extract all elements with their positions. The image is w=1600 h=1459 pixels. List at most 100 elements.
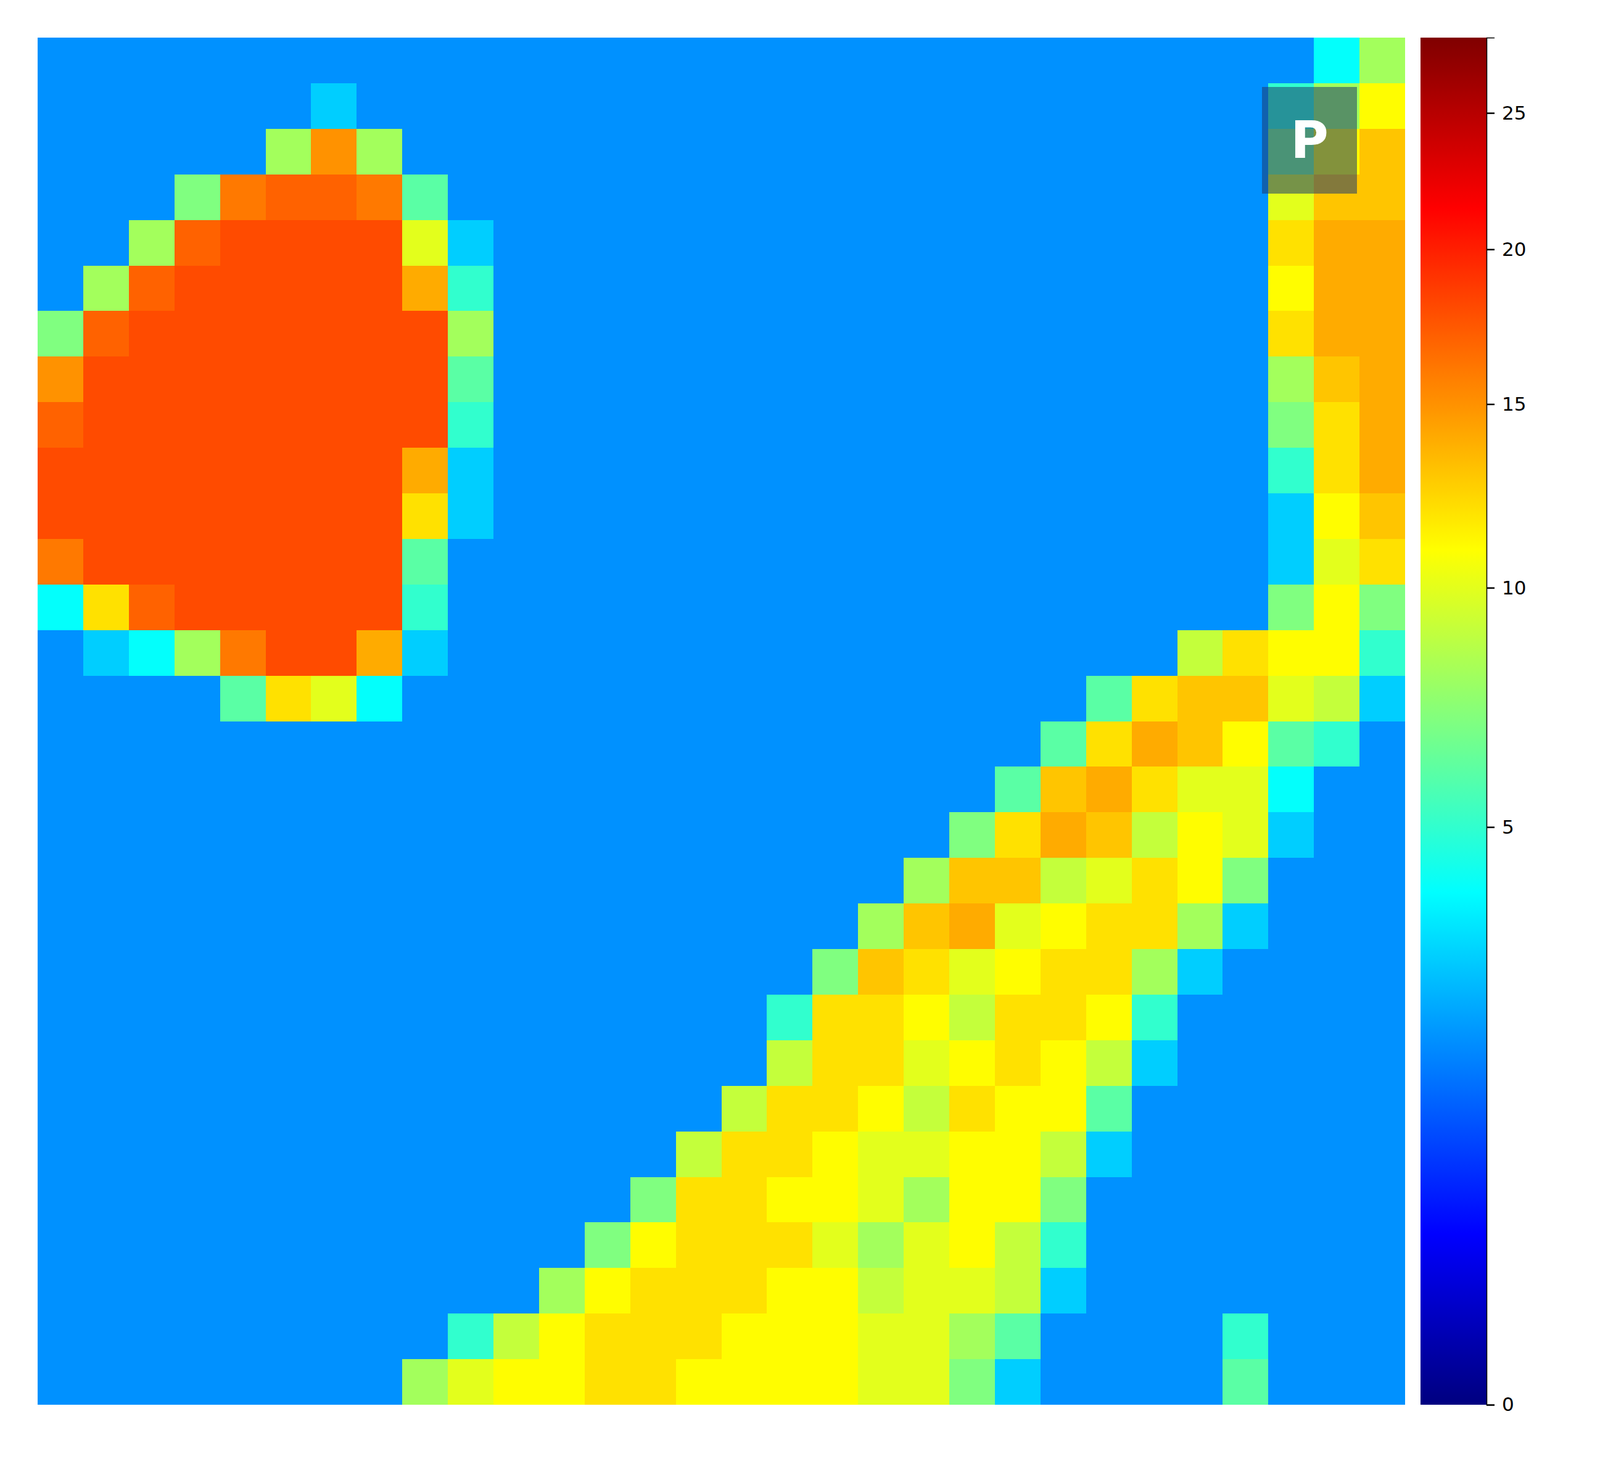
heat-cell bbox=[310, 903, 358, 950]
heat-cell bbox=[812, 676, 859, 723]
heat-cell bbox=[1040, 1268, 1087, 1315]
heat-cell bbox=[402, 1177, 449, 1224]
colorbar-axis: 0510152025 bbox=[1486, 38, 1526, 1417]
heat-cell bbox=[903, 356, 950, 403]
heat-cell bbox=[83, 812, 130, 859]
colorbar-tick-mark bbox=[1486, 404, 1495, 406]
heat-cell bbox=[402, 721, 449, 768]
heat-cell bbox=[1086, 766, 1133, 813]
heat-cell bbox=[766, 1040, 813, 1087]
heat-cell bbox=[812, 493, 859, 540]
heat-cell bbox=[83, 539, 130, 586]
heat-cell bbox=[766, 128, 813, 175]
heat-cell bbox=[994, 584, 1042, 631]
heat-cell bbox=[721, 402, 768, 449]
heat-cell bbox=[812, 903, 859, 950]
heat-cell bbox=[676, 1131, 723, 1179]
heat-cell bbox=[128, 310, 175, 358]
heat-cell bbox=[1040, 1177, 1087, 1224]
heat-cell bbox=[447, 1131, 495, 1179]
heat-cell bbox=[265, 630, 313, 677]
heat-cell bbox=[676, 83, 723, 130]
heat-cell bbox=[857, 1086, 905, 1133]
heat-cell bbox=[584, 812, 631, 859]
heat-cell bbox=[721, 310, 768, 358]
heat-cell bbox=[630, 220, 677, 267]
heat-cell bbox=[447, 584, 495, 631]
heat-cell bbox=[1131, 766, 1179, 813]
heat-cell bbox=[676, 994, 723, 1042]
heat-cell bbox=[1359, 1086, 1406, 1133]
heat-cell bbox=[539, 493, 586, 540]
heat-cell bbox=[1313, 994, 1361, 1042]
heat-cell bbox=[1131, 857, 1179, 905]
heat-cell bbox=[128, 37, 175, 84]
heat-cell bbox=[493, 220, 540, 267]
heat-cell bbox=[630, 310, 677, 358]
heat-cell bbox=[630, 949, 677, 996]
heat-cell bbox=[447, 903, 495, 950]
heat-cell bbox=[37, 37, 84, 84]
heat-cell bbox=[630, 1313, 677, 1361]
heat-cell bbox=[447, 1177, 495, 1224]
heat-cell bbox=[1131, 1313, 1179, 1361]
heat-cell bbox=[356, 1222, 403, 1269]
heat-cell bbox=[1086, 949, 1133, 996]
heat-cell bbox=[83, 447, 130, 495]
heat-cell bbox=[766, 630, 813, 677]
heat-cell bbox=[903, 903, 950, 950]
heat-cell bbox=[402, 949, 449, 996]
heat-cell bbox=[1131, 1086, 1179, 1133]
heat-cell bbox=[1131, 630, 1179, 677]
heat-cell bbox=[584, 1086, 631, 1133]
heat-cell bbox=[584, 721, 631, 768]
heat-cell bbox=[1177, 857, 1224, 905]
heat-cell bbox=[630, 1086, 677, 1133]
heat-cell bbox=[1177, 630, 1224, 677]
heat-cell bbox=[402, 1268, 449, 1315]
heat-cell bbox=[630, 1177, 677, 1224]
heat-cell bbox=[903, 994, 950, 1042]
heat-cell bbox=[447, 174, 495, 221]
heat-cell bbox=[356, 1177, 403, 1224]
heat-cell bbox=[812, 812, 859, 859]
heat-cell bbox=[174, 766, 221, 813]
heat-cell bbox=[83, 584, 130, 631]
heat-cell bbox=[994, 676, 1042, 723]
heat-cell bbox=[174, 630, 221, 677]
heat-cell bbox=[37, 128, 84, 175]
heat-cell bbox=[676, 584, 723, 631]
heat-cell bbox=[766, 676, 813, 723]
heat-cell bbox=[630, 1268, 677, 1315]
heat-cell bbox=[1177, 220, 1224, 267]
heat-cell bbox=[857, 721, 905, 768]
heat-cell bbox=[584, 310, 631, 358]
heat-cell bbox=[1313, 812, 1361, 859]
heat-cell bbox=[539, 1131, 586, 1179]
heat-cell bbox=[1222, 1040, 1269, 1087]
heat-cell bbox=[1177, 903, 1224, 950]
heat-cell bbox=[1040, 903, 1087, 950]
heat-cell bbox=[310, 1359, 358, 1406]
heat-cell bbox=[1177, 265, 1224, 313]
heat-cell bbox=[857, 1268, 905, 1315]
heat-cell bbox=[83, 994, 130, 1042]
heat-cell bbox=[37, 903, 84, 950]
heat-cell bbox=[174, 676, 221, 723]
heat-cell bbox=[1222, 356, 1269, 403]
heat-cell bbox=[1177, 721, 1224, 768]
heat-cell bbox=[903, 766, 950, 813]
heat-cell bbox=[1086, 128, 1133, 175]
heat-cell bbox=[1313, 766, 1361, 813]
heat-cell bbox=[447, 356, 495, 403]
heat-cell bbox=[83, 1086, 130, 1133]
heat-cell bbox=[1131, 1177, 1179, 1224]
heat-cell bbox=[721, 1359, 768, 1406]
heat-cell bbox=[265, 493, 313, 540]
heat-cell bbox=[493, 539, 540, 586]
heat-cell bbox=[584, 447, 631, 495]
heat-cell bbox=[493, 1268, 540, 1315]
heat-cell bbox=[174, 220, 221, 267]
heat-cell bbox=[1222, 630, 1269, 677]
heat-cell bbox=[265, 994, 313, 1042]
